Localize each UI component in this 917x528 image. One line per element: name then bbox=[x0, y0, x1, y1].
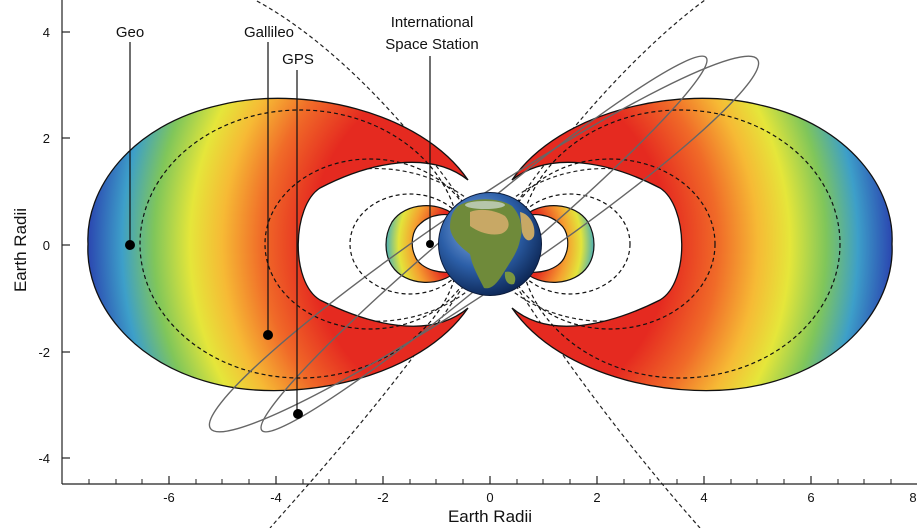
x-tick-label: 6 bbox=[807, 490, 814, 505]
galileo-marker bbox=[263, 330, 273, 340]
x-tick-label: 4 bbox=[700, 490, 707, 505]
x-axis-title: Earth Radii bbox=[448, 507, 532, 526]
y-tick-label: 4 bbox=[43, 25, 50, 40]
field-lines-outer bbox=[239, 0, 741, 528]
x-tick-label: 2 bbox=[593, 490, 600, 505]
y-tick-label: 2 bbox=[43, 131, 50, 146]
outer-belt-left bbox=[87, 97, 469, 392]
gps-marker bbox=[293, 409, 303, 419]
label-iss-line2: Space Station bbox=[385, 36, 478, 53]
earth bbox=[438, 192, 542, 296]
geo-marker bbox=[125, 240, 135, 250]
label-gps: GPS bbox=[282, 51, 314, 68]
x-tick-label: -4 bbox=[270, 490, 282, 505]
x-tick-label: -2 bbox=[377, 490, 389, 505]
iss-marker bbox=[426, 240, 434, 248]
y-tick-label: 0 bbox=[43, 238, 50, 253]
orbit-marker-dots bbox=[125, 240, 434, 419]
label-galileo: Gallileo bbox=[244, 24, 294, 41]
leader-lines bbox=[129, 42, 431, 414]
outer-belt-right bbox=[511, 97, 893, 392]
y-axis-ticks bbox=[62, 31, 70, 459]
x-axis-minor-ticks bbox=[88, 479, 892, 484]
x-tick-label: 0 bbox=[486, 490, 493, 505]
x-tick-label: -6 bbox=[163, 490, 175, 505]
label-iss-line1: International bbox=[391, 14, 474, 31]
label-geo: Geo bbox=[116, 24, 144, 41]
y-tick-label: -2 bbox=[38, 345, 50, 360]
y-tick-label: -4 bbox=[38, 451, 50, 466]
x-axis-ticks bbox=[168, 476, 812, 484]
x-tick-label: 8 bbox=[909, 490, 916, 505]
y-axis-title: Earth Radii bbox=[11, 208, 30, 292]
